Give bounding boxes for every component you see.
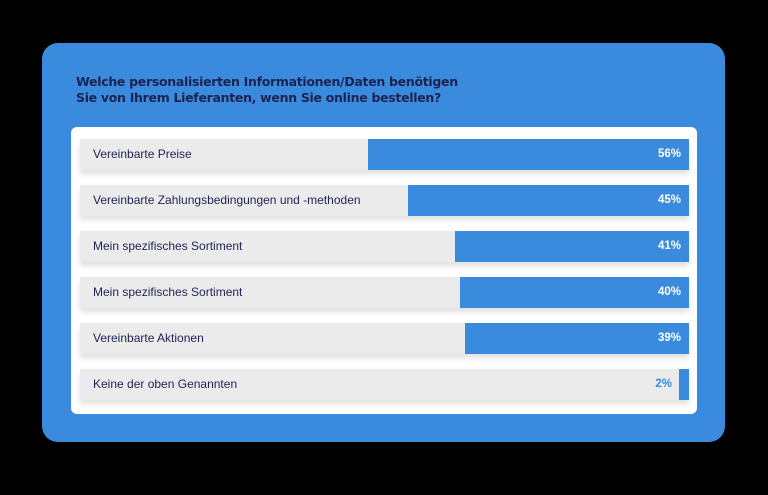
bar-fill: 39%: [465, 323, 689, 354]
chart-title-line-1: Welche personalisierten Informationen/Da…: [76, 74, 458, 89]
bar-label: Vereinbarte Aktionen: [93, 331, 204, 345]
bar-value: 56%: [657, 148, 681, 160]
bar-value: 39%: [657, 332, 681, 344]
bar-row: Mein spezifisches Sortiment 40%: [80, 277, 689, 308]
bar-label: Vereinbarte Preise: [93, 147, 192, 161]
chart-title: Welche personalisierten Informationen/Da…: [76, 74, 636, 106]
chart-panel: Vereinbarte Preise 56% Vereinbarte Zahlu…: [71, 127, 697, 414]
bar-row: Vereinbarte Preise 56%: [80, 139, 689, 170]
bar-label: Vereinbarte Zahlungsbedingungen und -met…: [93, 193, 361, 207]
bar-fill: 41%: [455, 231, 689, 262]
bar-label: Mein spezifisches Sortiment: [93, 285, 243, 299]
bar-value: 41%: [657, 240, 681, 252]
bar-value: 40%: [657, 286, 681, 298]
bar-row: Keine der oben Genannten 2%: [80, 369, 689, 400]
bar-row: Vereinbarte Zahlungsbedingungen und -met…: [80, 185, 689, 216]
chart-card: Welche personalisierten Informationen/Da…: [42, 43, 725, 442]
bar-value: 2%: [655, 378, 672, 390]
bar-label: Mein spezifisches Sortiment: [93, 239, 243, 253]
bar-fill: 56%: [368, 139, 689, 170]
bar-fill: 40%: [460, 277, 689, 308]
bar-row: Mein spezifisches Sortiment 41%: [80, 231, 689, 262]
bar-label: Keine der oben Genannten: [93, 377, 238, 391]
bar-fill: [679, 369, 689, 400]
bar-value: 45%: [657, 194, 681, 206]
bar-fill: 45%: [408, 185, 689, 216]
bar-row: Vereinbarte Aktionen 39%: [80, 323, 689, 354]
chart-title-line-2: Sie von Ihrem Lieferanten, wenn Sie onli…: [76, 90, 441, 105]
